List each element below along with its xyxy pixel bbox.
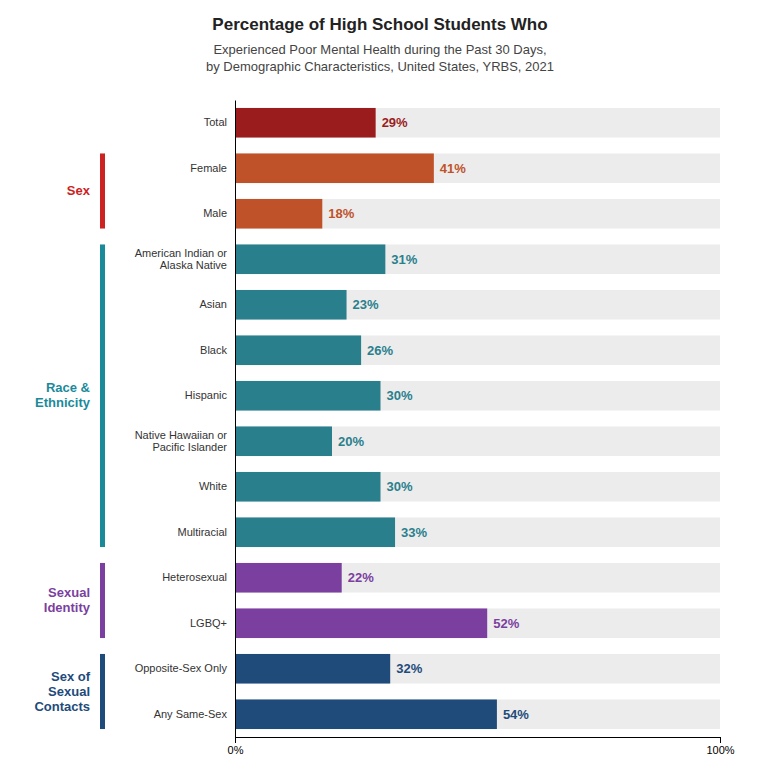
- y-tick: Native Hawaiian orPacific Islander: [135, 429, 235, 453]
- data-label: 32%: [396, 661, 422, 676]
- y-tick-label: Opposite-Sex Only: [135, 662, 228, 674]
- data-label: 29%: [382, 115, 408, 130]
- data-label: 26%: [367, 343, 393, 358]
- x-axis-line: [236, 738, 721, 744]
- y-tick-label: Female: [190, 162, 227, 174]
- y-tick: Heterosexual: [162, 571, 235, 583]
- bar: [235, 381, 381, 411]
- plot: 29% 41% 18% 31% 23% 26% 30% 20% 30% 33% 22% 52% 32% 5…: [34, 101, 734, 756]
- bar: [235, 654, 390, 684]
- y-tick: LGBQ+: [190, 617, 235, 629]
- y-tick-label: American Indian orAlaska Native: [135, 247, 228, 271]
- track: [235, 654, 720, 684]
- y-tick: Any Same-Sex: [154, 708, 235, 720]
- bar: [235, 517, 395, 547]
- y-tick-label: Total: [204, 116, 227, 128]
- y-axis: Total Female Male American Indian orAlaska …: [135, 101, 236, 738]
- bar: [235, 426, 332, 456]
- bar: [235, 153, 434, 183]
- track: [235, 335, 720, 365]
- data-label: 54%: [503, 707, 529, 722]
- data-label: 18%: [328, 206, 354, 221]
- section-label: SexualIdentity: [44, 585, 91, 615]
- bar: [235, 563, 342, 593]
- x-tick: 0%: [228, 737, 244, 756]
- y-tick-label: White: [199, 480, 227, 492]
- track: [235, 608, 720, 638]
- data-label: 33%: [401, 525, 427, 540]
- y-axis-line: [235, 101, 236, 738]
- data-label: 20%: [338, 434, 364, 449]
- y-tick: American Indian orAlaska Native: [135, 247, 235, 271]
- y-tick-label: Multiracial: [177, 526, 227, 538]
- x-tick-label: 100%: [706, 744, 734, 756]
- chart: Percentage of High School Students Who Ex…: [0, 0, 760, 777]
- y-tick: Total: [204, 116, 235, 128]
- track: [235, 472, 720, 502]
- section-label: Race &Ethnicity: [35, 380, 91, 410]
- bar: [235, 290, 347, 320]
- bar: [235, 472, 381, 502]
- y-tick-label: Black: [200, 344, 227, 356]
- data-label: 41%: [440, 161, 466, 176]
- data-label: 23%: [353, 297, 379, 312]
- x-tick-mark: [720, 737, 721, 743]
- y-tick: White: [199, 480, 235, 492]
- bar: [235, 244, 385, 274]
- track: [235, 244, 720, 274]
- track: [235, 563, 720, 593]
- y-tick-label: Any Same-Sex: [154, 708, 228, 720]
- bar: [235, 108, 376, 138]
- y-tick-label: Asian: [199, 298, 227, 310]
- track: [235, 426, 720, 456]
- track: [235, 153, 720, 183]
- y-tick: Male: [203, 207, 235, 219]
- track: [235, 290, 720, 320]
- track: [235, 517, 720, 547]
- section-label: Sex ofSexualContacts: [34, 669, 90, 714]
- title: Percentage of High School Students Who: [212, 15, 547, 34]
- x-tick-mark: [235, 737, 236, 743]
- bar: [235, 335, 361, 365]
- y-tick-label: Native Hawaiian orPacific Islander: [135, 429, 228, 453]
- bars: [235, 108, 720, 729]
- y-tick: Opposite-Sex Only: [135, 662, 235, 674]
- data-labels: 29% 41% 18% 31% 23% 26% 30% 20% 30% 33% 22% 52% 32% 5…: [328, 115, 529, 722]
- data-label: 30%: [387, 388, 413, 403]
- track: [235, 699, 720, 729]
- y-tick-label: Heterosexual: [162, 571, 227, 583]
- y-tick-label: Hispanic: [185, 389, 228, 401]
- subtitle: Experienced Poor Mental Health during th…: [206, 42, 554, 74]
- y-tick: Female: [190, 162, 235, 174]
- section-label: Sex: [67, 183, 91, 198]
- section-bar: [100, 654, 105, 729]
- x-tick-label: 0%: [228, 744, 244, 756]
- track: [235, 199, 720, 229]
- data-label: 31%: [391, 252, 417, 267]
- x-tick: 100%: [706, 737, 734, 756]
- section-bar: [100, 153, 105, 228]
- data-label: 22%: [348, 570, 374, 585]
- data-label: 30%: [387, 479, 413, 494]
- y-tick: Asian: [199, 298, 235, 310]
- x-axis: 0% 100%: [228, 737, 735, 756]
- sections: Sex Race &Ethnicity SexualIdentity Sex ofSe…: [34, 153, 105, 729]
- y-tick-label: LGBQ+: [190, 617, 227, 629]
- bar: [235, 199, 322, 229]
- y-tick: Black: [200, 344, 235, 356]
- y-tick: Multiracial: [177, 526, 235, 538]
- bar: [235, 608, 487, 638]
- track: [235, 381, 720, 411]
- y-tick: Hispanic: [185, 389, 235, 401]
- bar: [235, 699, 497, 729]
- section-bar: [100, 244, 105, 547]
- section-bar: [100, 563, 105, 638]
- data-label: 52%: [493, 616, 519, 631]
- track: [235, 108, 720, 138]
- y-tick-label: Male: [203, 207, 227, 219]
